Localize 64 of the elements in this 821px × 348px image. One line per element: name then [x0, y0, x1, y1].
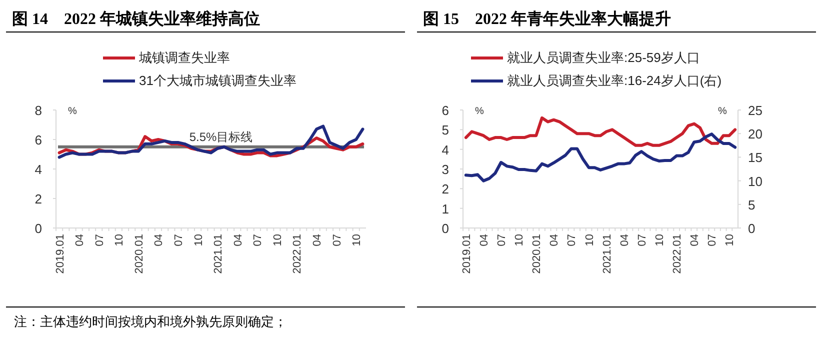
- y-tick-label: 2: [34, 192, 42, 206]
- x-tick-label: 07: [94, 234, 106, 246]
- x-tick-label: 10: [272, 234, 284, 246]
- x-tick-label: 04: [74, 234, 86, 246]
- y-tick-label: 0: [34, 221, 42, 236]
- x-tick-label: 10: [114, 234, 126, 246]
- x-tick-label: 2020.01: [133, 234, 146, 274]
- y-tick-label: 8: [34, 103, 42, 118]
- x-tick-label: 07: [173, 234, 186, 246]
- y2-tick-label: 10: [748, 174, 762, 189]
- x-tick-label: 07: [496, 234, 508, 246]
- x-tick-label: 04: [548, 234, 561, 246]
- x-tick-label: 2019.01: [460, 234, 473, 274]
- x-tick-label: 04: [689, 234, 702, 246]
- x-tick-label: 2022.01: [672, 234, 684, 274]
- x-tick-label: 2022.01: [292, 234, 304, 274]
- legend-label: 就业人员调查失业率:16-24岁人口(右): [507, 73, 722, 88]
- y-tick-label: 6: [34, 132, 42, 148]
- y-tick-label: 2: [442, 182, 449, 197]
- x-tick-label: 07: [331, 234, 344, 246]
- y2-tick-label: 20: [748, 126, 762, 142]
- line-series: [58, 124, 364, 159]
- x-tick-label: 10: [584, 234, 596, 246]
- y2-axis-title: %: [718, 106, 727, 117]
- x-tick-label: 04: [232, 234, 244, 246]
- y-tick-label: 4: [442, 142, 449, 158]
- x-tick-label: 04: [478, 234, 490, 246]
- y-tick-label: 0: [442, 221, 449, 236]
- x-tick-label: 10: [192, 234, 205, 246]
- x-tick-label: 2021.01: [601, 234, 614, 274]
- x-tick-label: 10: [514, 234, 526, 246]
- y2-tick-label: 15: [748, 150, 762, 166]
- y-tick-label: 4: [34, 162, 42, 177]
- x-tick-label: 10: [351, 234, 364, 246]
- chart-title: 图 15 2022 年青年失业率大幅提升: [423, 9, 671, 28]
- x-tick-label: 07: [566, 234, 578, 246]
- x-tick-label: 2019.01: [54, 234, 66, 274]
- ref-line-label: 5.5%目标线: [189, 130, 253, 144]
- x-tick-label: 10: [654, 234, 666, 246]
- y-tick-label: 6: [442, 103, 449, 118]
- line-series: [464, 132, 737, 182]
- y-tick-label: 5: [442, 122, 449, 138]
- x-tick-label: 04: [618, 234, 631, 246]
- y2-tick-label: 0: [748, 221, 756, 236]
- y2-tick-label: 25: [748, 103, 762, 118]
- legend-label: 31个大城市城镇调查失业率: [139, 73, 296, 88]
- chart-title: 图 14 2022 年城镇失业率维持高位: [12, 9, 260, 28]
- x-tick-label: 07: [252, 234, 264, 246]
- x-tick-label: 07: [636, 234, 648, 246]
- x-tick-label: 10: [724, 234, 736, 246]
- legend-label: 就业人员调查失业率:25-59岁人口: [507, 50, 700, 65]
- y-axis-title: %: [68, 106, 77, 117]
- x-tick-label: 04: [153, 234, 166, 246]
- x-tick-label: 04: [312, 234, 324, 246]
- y-tick-label: 1: [442, 201, 449, 216]
- x-tick-label: 2020.01: [531, 234, 544, 274]
- line-series: [464, 116, 737, 147]
- y-tick-label: 3: [442, 162, 449, 177]
- y2-tick-label: 5: [748, 197, 756, 212]
- legend-label: 城镇调查失业率: [138, 50, 230, 65]
- text: 注：主体违约时间按境内和境外孰先原则确定；: [14, 314, 287, 329]
- x-tick-label: 07: [706, 234, 719, 246]
- y-axis-title: %: [475, 106, 484, 117]
- x-tick-label: 2021.01: [212, 234, 225, 274]
